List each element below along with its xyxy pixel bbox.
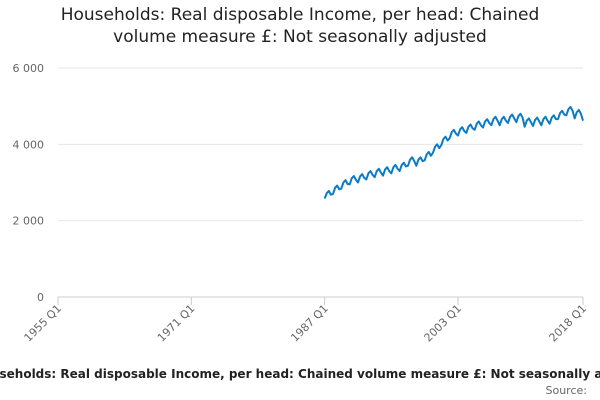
source: Source: (546, 384, 588, 397)
x-tick-label: 1971 Q1 (155, 302, 198, 345)
title-box: Households: Real disposable Income, per … (60, 5, 540, 47)
x-tick-label: 2018 Q1 (547, 302, 590, 345)
y-tick-label: 2 000 (13, 215, 45, 228)
series-line (323, 105, 584, 199)
x-tick-label: 1955 Q1 (22, 302, 65, 345)
chart-title: Households: Real disposable Income, per … (60, 5, 540, 47)
x-tick-label: 1987 Q1 (288, 302, 331, 345)
x-tick-label: 2003 Q1 (422, 302, 465, 345)
y-tick-label: 0 (37, 291, 44, 304)
y-tick-label: 6 000 (13, 62, 45, 75)
caption: Households: Real disposable Income, per … (0, 367, 600, 381)
y-tick-label: 4 000 (13, 138, 45, 151)
